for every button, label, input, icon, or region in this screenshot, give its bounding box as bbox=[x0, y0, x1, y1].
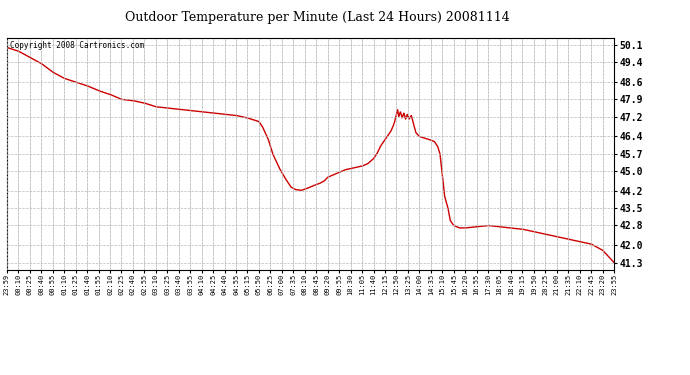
Text: Copyright 2008 Cartronics.com: Copyright 2008 Cartronics.com bbox=[10, 41, 144, 50]
Text: Outdoor Temperature per Minute (Last 24 Hours) 20081114: Outdoor Temperature per Minute (Last 24 … bbox=[125, 11, 510, 24]
